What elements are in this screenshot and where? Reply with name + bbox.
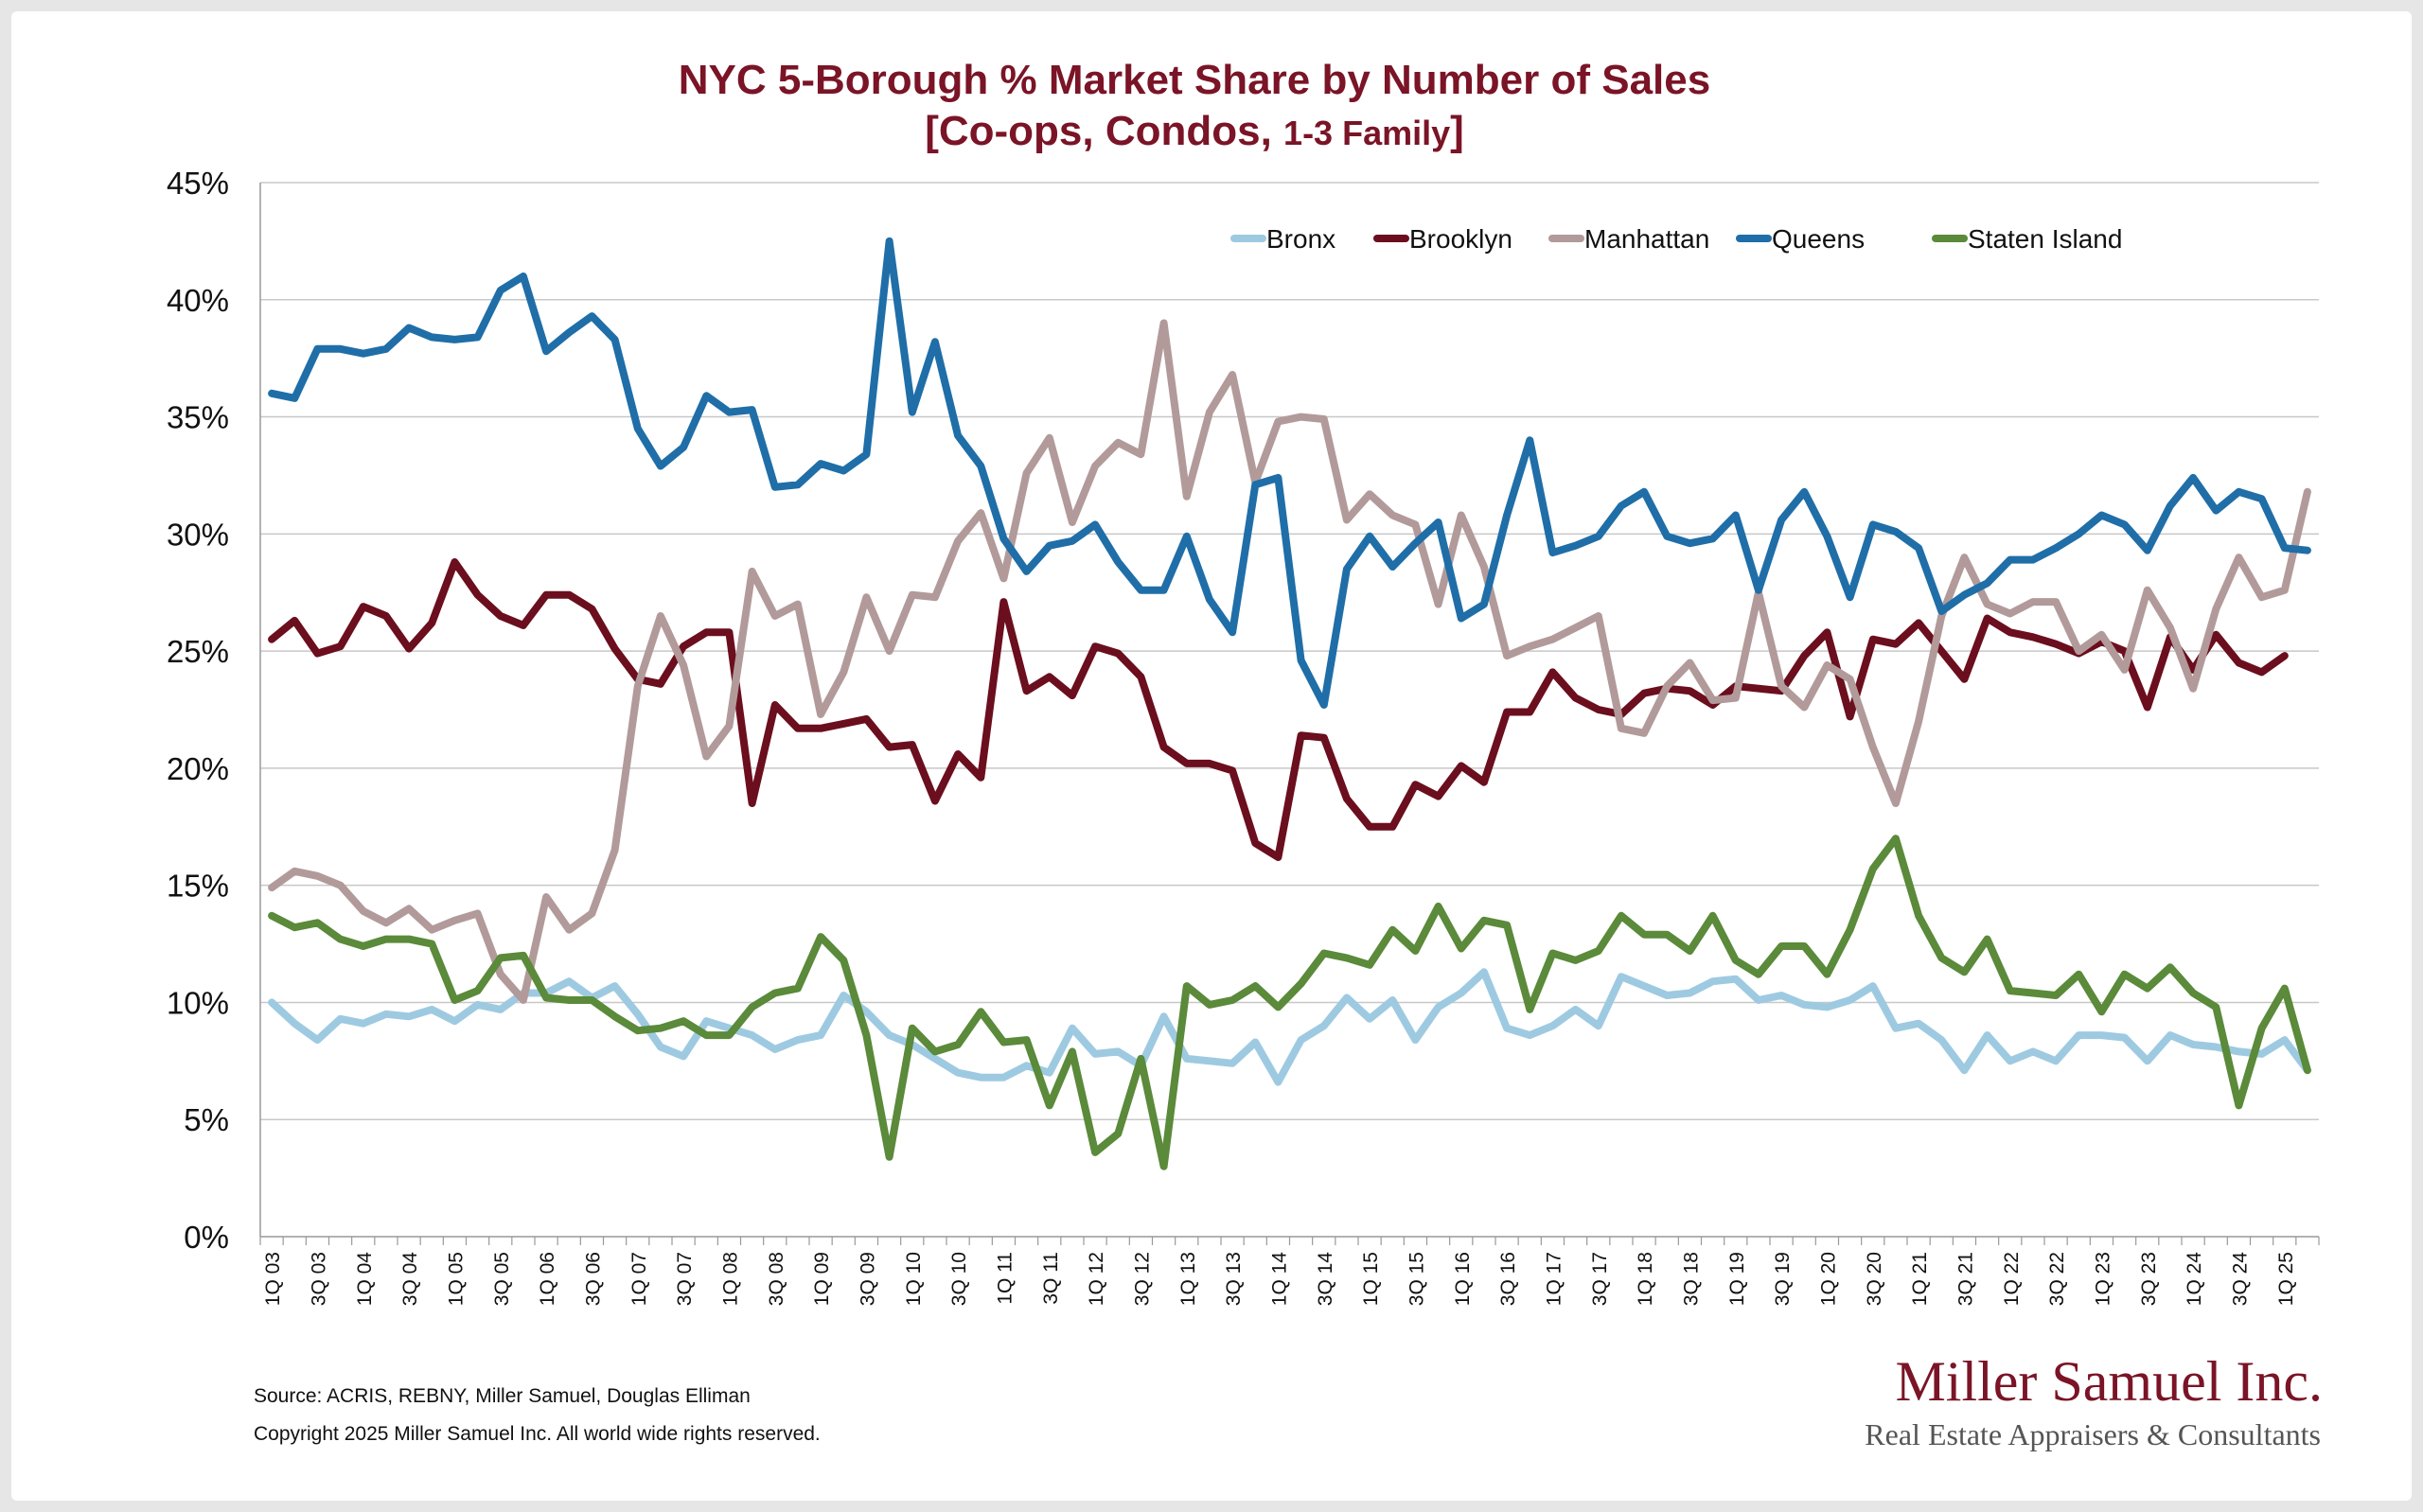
legend-label-brooklyn: Brooklyn (1409, 224, 1512, 254)
x-tick-label: 1Q 07 (628, 1252, 650, 1306)
x-tick-label: 3Q 08 (766, 1252, 787, 1306)
x-tick-label: 3Q 14 (1315, 1252, 1336, 1307)
logo-tagline: Real Estate Appraisers & Consultants (1865, 1417, 2321, 1451)
y-tick-label: 40% (167, 283, 229, 318)
series-lines (268, 237, 2311, 1170)
series-line-manhattan (268, 319, 2311, 1004)
x-tick-label: 1Q 20 (1817, 1252, 1839, 1306)
x-tick-label: 3Q 06 (582, 1252, 604, 1306)
copyright-note: Copyright 2025 Miller Samuel Inc. All wo… (254, 1423, 821, 1445)
y-tick-label: 15% (167, 869, 229, 904)
x-tick-label: 3Q 21 (1954, 1252, 1976, 1306)
x-tick-label: 1Q 11 (994, 1252, 1016, 1305)
company-logo: Miller Samuel Inc. Real Estate Appraiser… (1865, 1350, 2323, 1451)
legend-label-queens: Queens (1772, 224, 1865, 254)
subtitle-part-end: ] (1450, 108, 1464, 154)
x-tick-label: 1Q 17 (1543, 1252, 1565, 1306)
x-tick-label: 1Q 21 (1909, 1252, 1931, 1306)
subtitle-part-main: [Co-ops, Condos, (925, 108, 1283, 154)
x-axis: 1Q 03 3Q 03 1Q 04 3Q 04 1Q 05 3Q 05 1Q 06 3Q 06… (259, 183, 2320, 1307)
x-tick-label: 1Q 24 (2184, 1252, 2205, 1307)
x-tick-label: 1Q 18 (1635, 1252, 1656, 1306)
y-axis-ticks: 0% 5% 10% 15% 20% 25% 30% 35% 40% 45% (167, 166, 229, 1255)
x-tick-label: 3Q 15 (1406, 1252, 1427, 1306)
x-tick-label: 1Q 08 (719, 1252, 741, 1306)
y-tick-label: 0% (184, 1220, 229, 1255)
x-tick-label: 3Q 05 (491, 1252, 513, 1306)
chart-frame (11, 11, 2412, 1501)
series-line-staten-island (268, 835, 2311, 1170)
source-note: Source: ACRIS, REBNY, Miller Samuel, Dou… (254, 1385, 751, 1407)
x-tick-label: 3Q 07 (674, 1252, 696, 1306)
series-line-queens (268, 237, 2311, 709)
x-tick-label: 1Q 25 (2275, 1252, 2297, 1306)
x-tick-label: 3Q 13 (1223, 1252, 1245, 1306)
legend-label-bronx: Bronx (1266, 224, 1335, 254)
x-tick-label: 1Q 03 (262, 1252, 284, 1306)
x-tick-label: 3Q 11 (1040, 1252, 1062, 1305)
x-tick-label: 3Q 03 (308, 1252, 329, 1306)
x-tick-label: 1Q 05 (445, 1252, 467, 1306)
x-tick-label: 3Q 16 (1497, 1252, 1519, 1306)
chart-title: NYC 5-Borough % Market Share by Number o… (679, 57, 1710, 103)
x-tick-label: 1Q 16 (1452, 1252, 1474, 1306)
x-tick-label: 1Q 15 (1360, 1252, 1382, 1306)
x-tick-label: 3Q 22 (2046, 1252, 2068, 1306)
chart-subtitle: [Co-ops, Condos, 1-3 Family] (925, 108, 1464, 154)
x-tick-label: 1Q 22 (2001, 1252, 2023, 1306)
x-tick-label: 1Q 13 (1177, 1252, 1199, 1306)
logo-name: Miller Samuel Inc. (1895, 1350, 2323, 1413)
x-tick-label: 3Q 12 (1131, 1252, 1153, 1306)
x-tick-label: 3Q 10 (948, 1252, 970, 1306)
y-tick-label: 10% (167, 985, 229, 1020)
x-tick-label: 3Q 04 (399, 1252, 421, 1307)
x-tick-label: 3Q 18 (1680, 1252, 1702, 1306)
x-tick-label: 1Q 09 (811, 1252, 833, 1306)
x-tick-label: 1Q 06 (537, 1252, 558, 1306)
series-line-bronx (268, 968, 2311, 1086)
y-tick-label: 5% (184, 1102, 229, 1137)
legend-label-manhattan: Manhattan (1584, 224, 1709, 254)
x-tick-label: 1Q 23 (2092, 1252, 2113, 1306)
y-tick-label: 30% (167, 517, 229, 552)
x-tick-label: 3Q 17 (1589, 1252, 1611, 1306)
x-tick-label: 3Q 20 (1864, 1252, 1885, 1306)
legend: Bronx Brooklyn Manhattan Queens Staten Islan… (1230, 224, 2122, 254)
x-tick-label: 3Q 09 (857, 1252, 878, 1306)
y-tick-label: 25% (167, 634, 229, 669)
series-line-brooklyn (268, 558, 2289, 861)
x-tick-label: 3Q 19 (1772, 1252, 1794, 1306)
y-tick-label: 45% (167, 166, 229, 201)
y-tick-label: 35% (167, 400, 229, 435)
x-tick-label: 1Q 19 (1726, 1252, 1748, 1306)
y-tick-label: 20% (167, 751, 229, 786)
x-tick-label: 3Q 23 (2138, 1252, 2160, 1306)
legend-label-staten-island: Staten Island (1968, 224, 2122, 254)
x-tick-label: 1Q 04 (354, 1252, 376, 1307)
x-tick-label: 1Q 10 (903, 1252, 925, 1306)
subtitle-part-small: 1-3 Family (1283, 114, 1450, 152)
x-tick-label: 1Q 12 (1086, 1252, 1107, 1306)
x-tick-label: 1Q 14 (1268, 1252, 1290, 1307)
x-tick-label: 3Q 24 (2229, 1252, 2251, 1307)
